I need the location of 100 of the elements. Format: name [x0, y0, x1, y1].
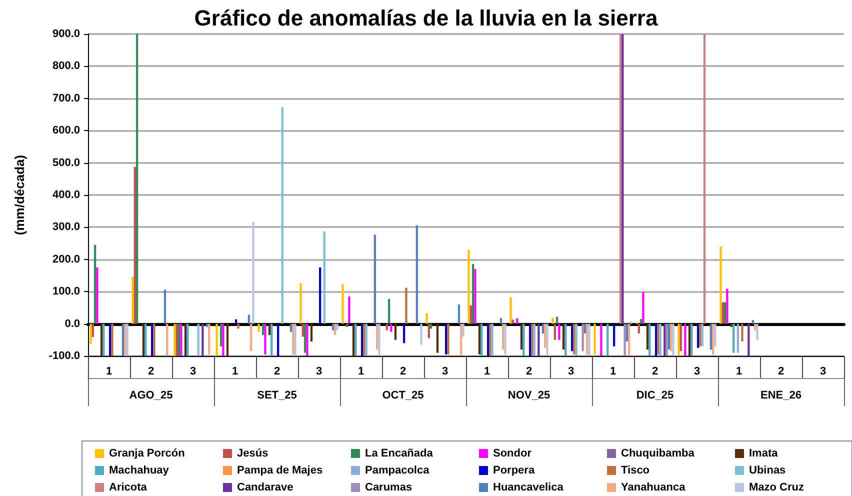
x-tick-label: 2 — [274, 366, 280, 378]
bar — [122, 324, 124, 356]
bar — [132, 276, 134, 324]
text: NOV_25 — [508, 390, 550, 402]
y-tick-label: 500.0 — [52, 156, 80, 169]
bar — [405, 288, 408, 324]
bar — [374, 234, 376, 324]
bar — [741, 324, 744, 342]
bar — [310, 324, 313, 342]
bar — [290, 324, 292, 332]
legend-label: Aricota — [109, 482, 148, 494]
bar — [352, 324, 355, 356]
legend-label: Carumas — [365, 482, 412, 494]
bar — [96, 267, 98, 324]
bar — [277, 324, 280, 356]
bar — [714, 324, 716, 346]
bar — [388, 299, 390, 324]
bar — [268, 324, 271, 336]
bar — [178, 324, 180, 356]
bar — [522, 324, 525, 356]
legend-label: Yanahuanca — [621, 482, 686, 494]
bar — [564, 324, 567, 356]
bar — [752, 320, 754, 324]
bar — [571, 324, 574, 352]
bar — [462, 324, 464, 337]
x-tick-label: 1 — [736, 366, 742, 378]
bar — [202, 324, 204, 356]
y-tick-label: -100.0 — [48, 350, 80, 362]
bar — [680, 324, 682, 352]
bar — [460, 324, 462, 356]
bar — [500, 318, 502, 324]
bar — [134, 166, 136, 324]
bar — [458, 304, 460, 324]
bar — [420, 324, 422, 345]
bar — [354, 324, 357, 356]
bar — [672, 324, 674, 356]
bar — [180, 324, 182, 356]
bar — [520, 324, 523, 350]
bar — [668, 324, 670, 350]
bar — [252, 222, 254, 324]
bar — [184, 324, 187, 356]
y-tick-label: 100.0 — [52, 286, 80, 298]
bar — [732, 324, 735, 353]
bar — [100, 324, 103, 356]
bar — [258, 324, 260, 332]
bar — [237, 324, 240, 329]
legend-label: Candarave — [237, 482, 294, 494]
bar — [142, 324, 145, 356]
bar — [470, 305, 472, 324]
bar — [703, 34, 706, 324]
bar — [378, 324, 380, 356]
bar — [712, 324, 714, 354]
bar — [638, 324, 640, 334]
bar — [606, 324, 609, 356]
x-tick-label: 1 — [358, 366, 364, 378]
bar — [582, 324, 584, 352]
bar — [688, 324, 691, 356]
bar — [304, 324, 306, 353]
bar — [542, 324, 544, 334]
bar — [512, 320, 514, 324]
x-tick-label: 3 — [694, 366, 700, 378]
bar — [164, 290, 166, 324]
bar — [102, 324, 105, 356]
bar — [342, 284, 344, 324]
x-tick-label: 2 — [148, 366, 154, 378]
bar — [220, 324, 222, 346]
bar — [472, 264, 474, 324]
bar — [710, 324, 712, 350]
legend-label: Imata — [749, 448, 779, 460]
bar — [186, 324, 189, 356]
legend-label: Pampacolca — [365, 464, 430, 476]
bar — [94, 244, 96, 324]
text: AGO_25 — [129, 390, 173, 402]
bar — [416, 225, 418, 324]
bar — [480, 324, 483, 356]
bar — [613, 324, 616, 346]
bar — [594, 324, 596, 354]
x-tick-label: 3 — [316, 366, 322, 378]
bar — [684, 324, 686, 356]
bar — [626, 324, 628, 342]
bar — [336, 324, 338, 330]
bar — [726, 288, 728, 324]
legend-label: Huancavelica — [493, 482, 564, 494]
bar — [622, 34, 624, 324]
chart-title: Gráfico de anomalías de la lluvia en la sierra — [194, 6, 658, 30]
text: ENE_26 — [760, 390, 802, 402]
bar — [562, 324, 565, 350]
bar — [552, 318, 554, 324]
bar — [670, 324, 672, 352]
bar — [281, 107, 284, 324]
bar — [474, 269, 476, 324]
bar — [403, 324, 406, 344]
bar — [90, 324, 92, 344]
bar — [144, 324, 147, 356]
bar — [600, 324, 602, 356]
y-axis-title: (mm/década) — [12, 154, 27, 236]
bar — [248, 314, 250, 324]
bar — [538, 324, 540, 356]
legend-label: Tisco — [621, 464, 650, 476]
bar — [736, 324, 739, 353]
